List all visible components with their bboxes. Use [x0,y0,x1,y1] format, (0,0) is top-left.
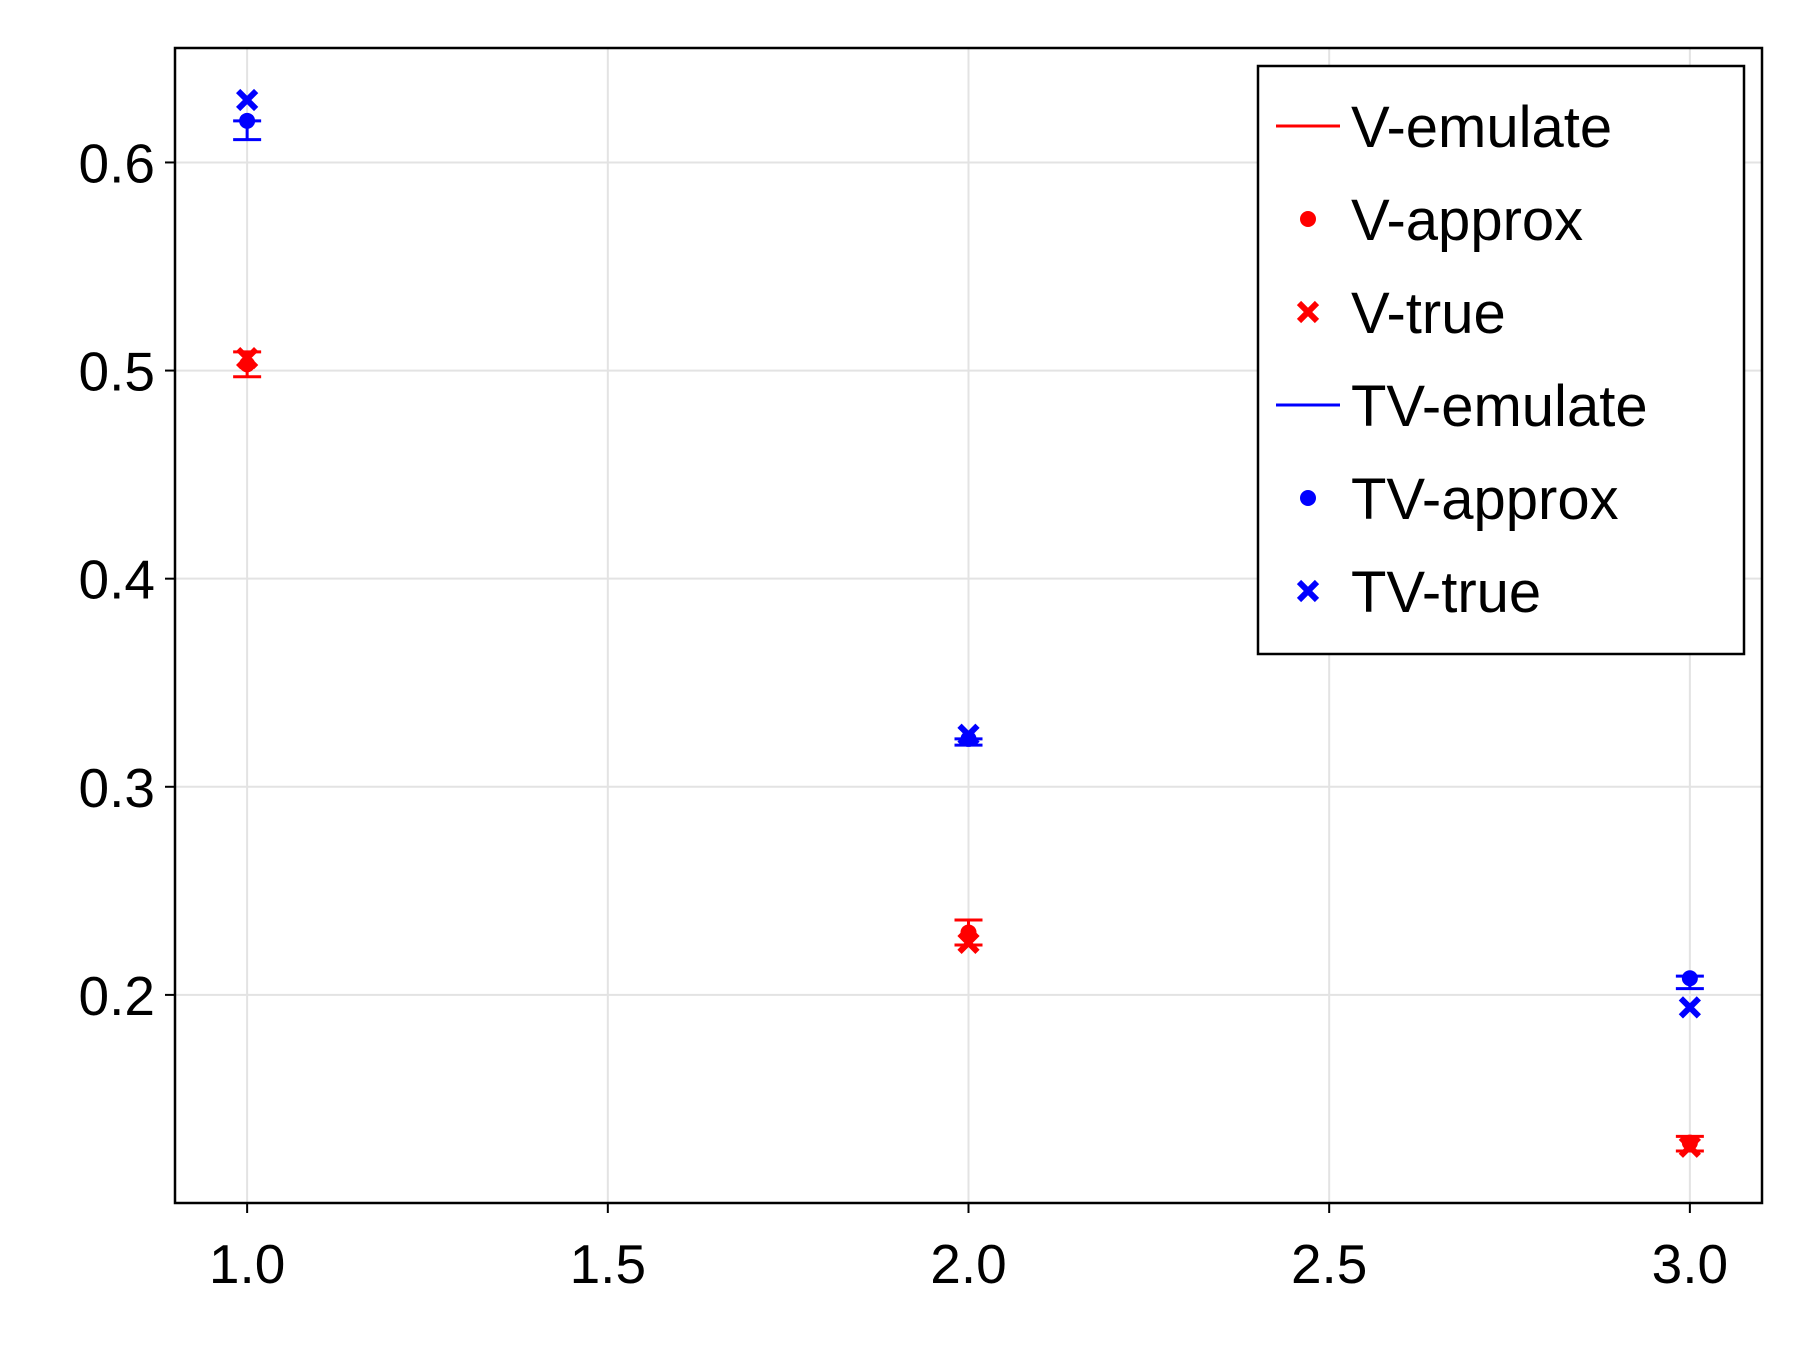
legend-cross-icon [1296,300,1320,324]
data-cross [957,723,980,746]
x-tick-label: 1.0 [209,1233,285,1295]
legend-box [1256,64,1746,656]
y-tick-label: 0.6 [79,132,155,194]
y-tick-label: 0.2 [79,965,155,1027]
legend-item: TV-true [1296,560,1541,625]
legend-dot-icon [1300,211,1316,227]
legend-item: V-emulate [1276,95,1612,160]
x-tick-label: 1.5 [570,1233,646,1295]
data-cross [1678,996,1701,1019]
legend-label: V-true [1351,281,1506,346]
legend-label: V-approx [1351,188,1583,253]
data-cross [236,88,259,112]
data-marks [233,88,1704,1158]
data-point [239,112,256,129]
y-tick-label: 0.3 [79,757,155,819]
legend-item: V-true [1296,281,1506,346]
y-tick-label: 0.5 [79,341,155,403]
legend: V-emulate V-approx V-true TV-emulate TV-appr… [1256,64,1746,656]
data-cross [236,346,259,370]
series-v-true [236,346,1701,1158]
x-tick-label: 2.0 [930,1233,1006,1295]
plot-frame [173,46,1764,1205]
x-tick-label: 2.5 [1291,1233,1367,1295]
series-tv-true [236,88,1701,1019]
y-tick-label: 0.4 [79,549,155,611]
legend-label: TV-approx [1351,467,1619,532]
legend-dot-icon [1300,490,1316,506]
legend-item: TV-emulate [1276,374,1648,439]
legend-item: TV-approx [1300,467,1619,532]
data-cross [1678,1135,1701,1158]
x-tick-label: 3.0 [1652,1233,1728,1295]
legend-label: TV-true [1351,560,1541,625]
legend-item: V-approx [1300,188,1583,253]
y-axis-ticks: 0.2 0.3 0.4 0.5 0.6 [79,132,175,1027]
legend-cross-icon [1296,579,1320,603]
data-point [1681,970,1698,987]
legend-label: V-emulate [1351,95,1612,160]
data-cross [957,931,980,954]
legend-label: TV-emulate [1351,374,1648,439]
x-axis-ticks: 1.0 1.5 2.0 2.5 3.0 [209,1203,1728,1295]
